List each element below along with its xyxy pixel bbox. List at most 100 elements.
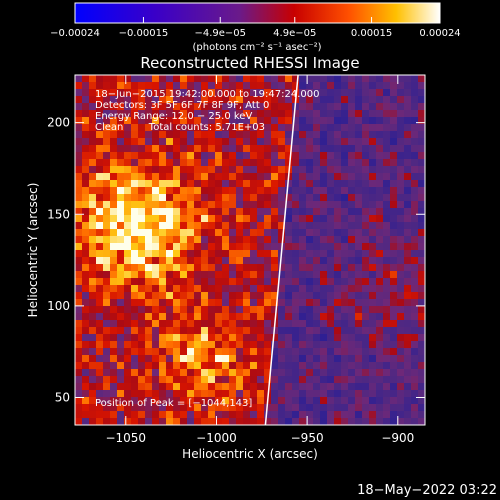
heatmap-cell <box>89 215 97 223</box>
heatmap-cell <box>173 299 181 307</box>
heatmap-cell <box>138 243 146 251</box>
heatmap-cell <box>418 208 426 216</box>
heatmap-cell <box>131 334 139 342</box>
heatmap-cell <box>404 180 412 188</box>
heatmap-cell <box>110 271 118 279</box>
heatmap-cell <box>243 89 251 97</box>
heatmap-cell <box>271 236 279 244</box>
heatmap-cell <box>243 306 251 314</box>
heatmap-cell <box>229 131 237 139</box>
y-tick-label: 50 <box>55 391 70 405</box>
heatmap-cell <box>75 89 83 97</box>
heatmap-cell <box>236 285 244 293</box>
heatmap-cell <box>411 138 419 146</box>
heatmap-cell <box>117 173 125 181</box>
heatmap-cell <box>383 264 391 272</box>
heatmap-cell <box>236 299 244 307</box>
heatmap-cell <box>201 222 209 230</box>
heatmap-cell <box>376 362 384 370</box>
heatmap-cell <box>411 82 419 90</box>
heatmap-cell <box>75 229 83 237</box>
heatmap-cell <box>376 89 384 97</box>
heatmap-cell <box>327 285 335 293</box>
heatmap-cell <box>271 292 279 300</box>
heatmap-cell <box>215 124 223 132</box>
heatmap-cell <box>173 285 181 293</box>
heatmap-cell <box>271 341 279 349</box>
heatmap-cell <box>138 299 146 307</box>
heatmap-cell <box>152 278 160 286</box>
heatmap-cell <box>334 201 342 209</box>
heatmap-cell <box>236 390 244 398</box>
heatmap-cell <box>208 313 216 321</box>
heatmap-cell <box>271 222 279 230</box>
heatmap-cell <box>306 180 314 188</box>
heatmap-cell <box>376 292 384 300</box>
heatmap-cell <box>250 82 258 90</box>
heatmap-cell <box>271 250 279 258</box>
heatmap-cell <box>159 201 167 209</box>
heatmap-cell <box>320 201 328 209</box>
heatmap-cell <box>215 299 223 307</box>
heatmap-cell <box>124 194 132 202</box>
heatmap-cell <box>383 82 391 90</box>
heatmap-cell <box>299 208 307 216</box>
heatmap-cell <box>257 159 265 167</box>
heatmap-cell <box>327 124 335 132</box>
info-clean-counts: Clean Total counts: 5.71E+03 <box>95 122 265 133</box>
heatmap-cell <box>390 334 398 342</box>
heatmap-cell <box>404 264 412 272</box>
heatmap-cell <box>376 257 384 265</box>
heatmap-cell <box>131 418 139 426</box>
heatmap-cell <box>264 131 272 139</box>
heatmap-cell <box>89 313 97 321</box>
heatmap-cell <box>327 313 335 321</box>
heatmap-cell <box>383 236 391 244</box>
heatmap-cell <box>404 341 412 349</box>
heatmap-cell <box>75 334 83 342</box>
heatmap-cell <box>264 194 272 202</box>
heatmap-cell <box>180 215 188 223</box>
heatmap-cell <box>96 299 104 307</box>
heatmap-cell <box>334 75 342 83</box>
heatmap-cell <box>194 369 202 377</box>
heatmap-cell <box>215 313 223 321</box>
heatmap-cell <box>208 215 216 223</box>
heatmap-cell <box>229 82 237 90</box>
heatmap-cell <box>152 264 160 272</box>
heatmap-cell <box>411 390 419 398</box>
heatmap-cell <box>159 152 167 160</box>
heatmap-cell <box>152 390 160 398</box>
heatmap-cell <box>404 257 412 265</box>
heatmap-cell <box>222 313 230 321</box>
heatmap-cell <box>215 103 223 111</box>
heatmap-cell <box>180 292 188 300</box>
heatmap-cell <box>257 397 265 405</box>
heatmap-cell <box>89 327 97 335</box>
heatmap-cell <box>292 376 300 384</box>
heatmap-cell <box>208 201 216 209</box>
heatmap-cell <box>355 180 363 188</box>
heatmap-cell <box>397 404 405 412</box>
heatmap-cell <box>82 187 90 195</box>
heatmap-cell <box>306 138 314 146</box>
heatmap-cell <box>264 243 272 251</box>
heatmap-cell <box>173 243 181 251</box>
heatmap-cell <box>138 194 146 202</box>
heatmap-cell <box>327 362 335 370</box>
heatmap-cell <box>89 82 97 90</box>
heatmap-cell <box>390 166 398 174</box>
heatmap-cell <box>201 320 209 328</box>
heatmap-cell <box>236 131 244 139</box>
heatmap-cell <box>138 187 146 195</box>
heatmap-cell <box>334 411 342 419</box>
heatmap-cell <box>194 271 202 279</box>
heatmap-cell <box>404 278 412 286</box>
heatmap-cell <box>173 166 181 174</box>
heatmap-cell <box>299 397 307 405</box>
heatmap-cell <box>404 131 412 139</box>
heatmap-cell <box>327 222 335 230</box>
heatmap-cell <box>327 418 335 426</box>
heatmap-cell <box>117 82 125 90</box>
heatmap-cell <box>334 397 342 405</box>
